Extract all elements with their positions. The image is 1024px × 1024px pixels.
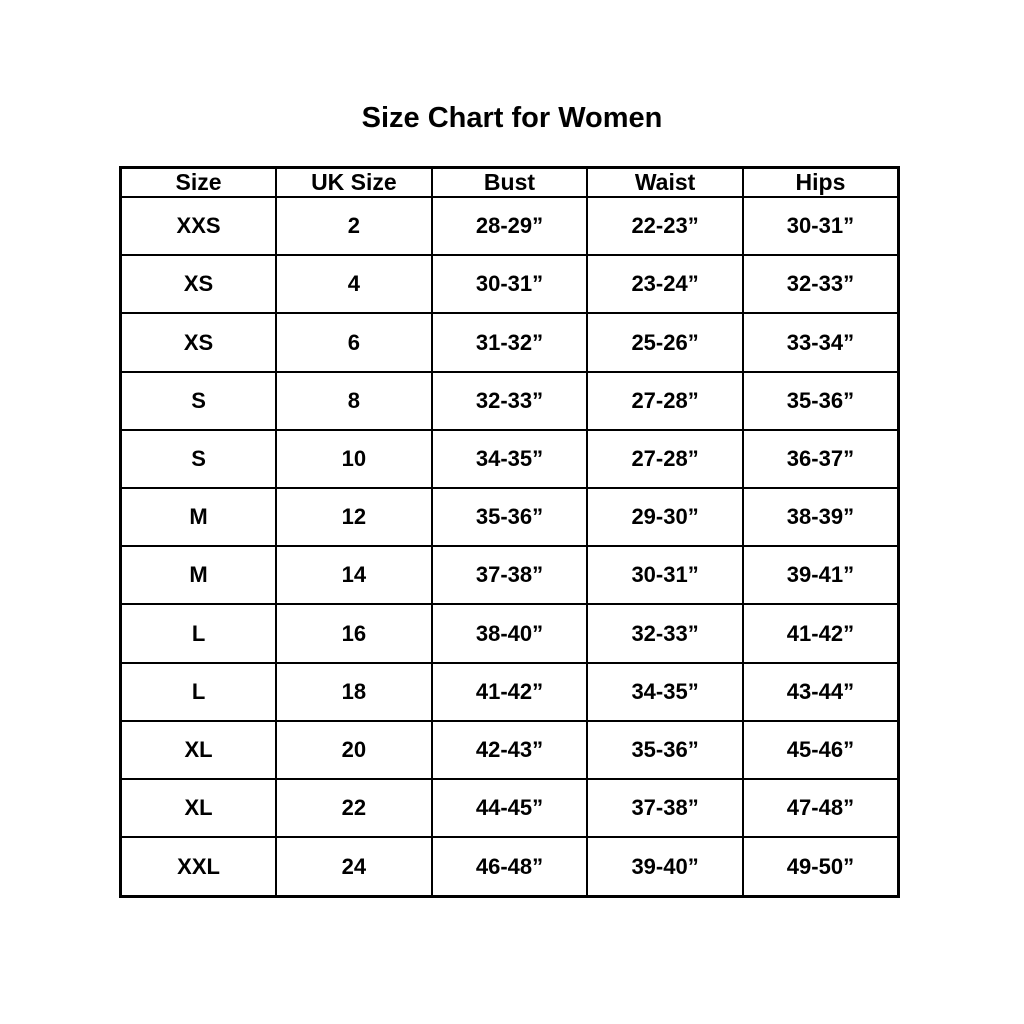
cell-size: XS — [119, 312, 278, 373]
cell-hips: 38-39” — [741, 487, 900, 548]
cell-hips: 47-48” — [741, 778, 900, 839]
cell-waist: 32-33” — [586, 603, 744, 664]
cell-hips: 49-50” — [741, 836, 900, 898]
table-row: M 12 35-36” 29-30” 38-39” — [119, 487, 900, 548]
cell-uk-size: 6 — [275, 312, 433, 373]
cell-uk-size: 8 — [275, 370, 433, 431]
cell-bust: 46-48” — [430, 836, 589, 898]
cell-size: XS — [119, 254, 278, 315]
table-row: M 14 37-38” 30-31” 39-41” — [119, 545, 900, 606]
table-row: L 18 41-42” 34-35” 43-44” — [119, 661, 900, 722]
cell-hips: 33-34” — [741, 312, 900, 373]
page-title: Size Chart for Women — [361, 102, 663, 134]
cell-bust: 38-40” — [430, 603, 589, 664]
cell-waist: 27-28” — [586, 370, 744, 431]
cell-uk-size: 12 — [275, 487, 433, 548]
cell-size: M — [119, 545, 278, 606]
cell-bust: 41-42” — [430, 661, 589, 722]
cell-size: S — [119, 370, 278, 431]
table-row: S 10 34-35” 27-28” 36-37” — [119, 428, 900, 490]
column-header-hips: Hips — [741, 166, 900, 198]
cell-hips: 32-33” — [741, 254, 900, 315]
table-row: XXL 24 46-48” 39-40” 49-50” — [119, 836, 900, 898]
cell-size: XL — [119, 778, 278, 839]
cell-hips: 35-36” — [741, 370, 900, 431]
column-header-size: Size — [119, 166, 278, 198]
cell-size: M — [119, 487, 278, 548]
cell-hips: 36-37” — [741, 428, 900, 490]
cell-size: XXS — [119, 195, 278, 257]
table-row: XS 4 30-31” 23-24” 32-33” — [119, 254, 900, 315]
cell-waist: 39-40” — [586, 836, 744, 898]
cell-uk-size: 2 — [275, 195, 433, 257]
cell-waist: 23-24” — [586, 254, 744, 315]
cell-uk-size: 18 — [275, 661, 433, 722]
table-row: XL 22 44-45” 37-38” 47-48” — [119, 778, 900, 839]
cell-uk-size: 24 — [275, 836, 433, 898]
table-row: L 16 38-40” 32-33” 41-42” — [119, 603, 900, 664]
cell-bust: 32-33” — [430, 370, 589, 431]
table-header-row: Size UK Size Bust Waist Hips — [119, 166, 900, 198]
table-row: XS 6 31-32” 25-26” 33-34” — [119, 312, 900, 373]
cell-hips: 39-41” — [741, 545, 900, 606]
cell-size: XL — [119, 719, 278, 781]
cell-size: L — [119, 603, 278, 664]
table-body: XXS 2 28-29” 22-23” 30-31” XS 4 30-31” 2… — [119, 195, 900, 898]
cell-uk-size: 20 — [275, 719, 433, 781]
cell-size: L — [119, 661, 278, 722]
cell-hips: 41-42” — [741, 603, 900, 664]
cell-waist: 37-38” — [586, 778, 744, 839]
cell-waist: 27-28” — [586, 428, 744, 490]
size-chart-table: Size UK Size Bust Waist Hips XXS 2 28-29… — [119, 166, 900, 898]
cell-size: XXL — [119, 836, 278, 898]
cell-hips: 43-44” — [741, 661, 900, 722]
column-header-waist: Waist — [586, 166, 744, 198]
table-row: S 8 32-33” 27-28” 35-36” — [119, 370, 900, 431]
cell-bust: 28-29” — [430, 195, 589, 257]
column-header-bust: Bust — [430, 166, 589, 198]
cell-uk-size: 14 — [275, 545, 433, 606]
cell-waist: 22-23” — [586, 195, 744, 257]
cell-bust: 37-38” — [430, 545, 589, 606]
cell-bust: 31-32” — [430, 312, 589, 373]
cell-waist: 30-31” — [586, 545, 744, 606]
table-row: XL 20 42-43” 35-36” 45-46” — [119, 719, 900, 781]
cell-waist: 29-30” — [586, 487, 744, 548]
cell-hips: 30-31” — [741, 195, 900, 257]
cell-waist: 25-26” — [586, 312, 744, 373]
column-header-uk-size: UK Size — [275, 166, 433, 198]
cell-waist: 35-36” — [586, 719, 744, 781]
cell-hips: 45-46” — [741, 719, 900, 781]
cell-bust: 34-35” — [430, 428, 589, 490]
cell-bust: 42-43” — [430, 719, 589, 781]
cell-uk-size: 4 — [275, 254, 433, 315]
cell-waist: 34-35” — [586, 661, 744, 722]
cell-bust: 44-45” — [430, 778, 589, 839]
cell-bust: 35-36” — [430, 487, 589, 548]
table-row: XXS 2 28-29” 22-23” 30-31” — [119, 195, 900, 257]
cell-bust: 30-31” — [430, 254, 589, 315]
table-head: Size UK Size Bust Waist Hips — [119, 166, 900, 198]
cell-size: S — [119, 428, 278, 490]
cell-uk-size: 10 — [275, 428, 433, 490]
cell-uk-size: 22 — [275, 778, 433, 839]
cell-uk-size: 16 — [275, 603, 433, 664]
